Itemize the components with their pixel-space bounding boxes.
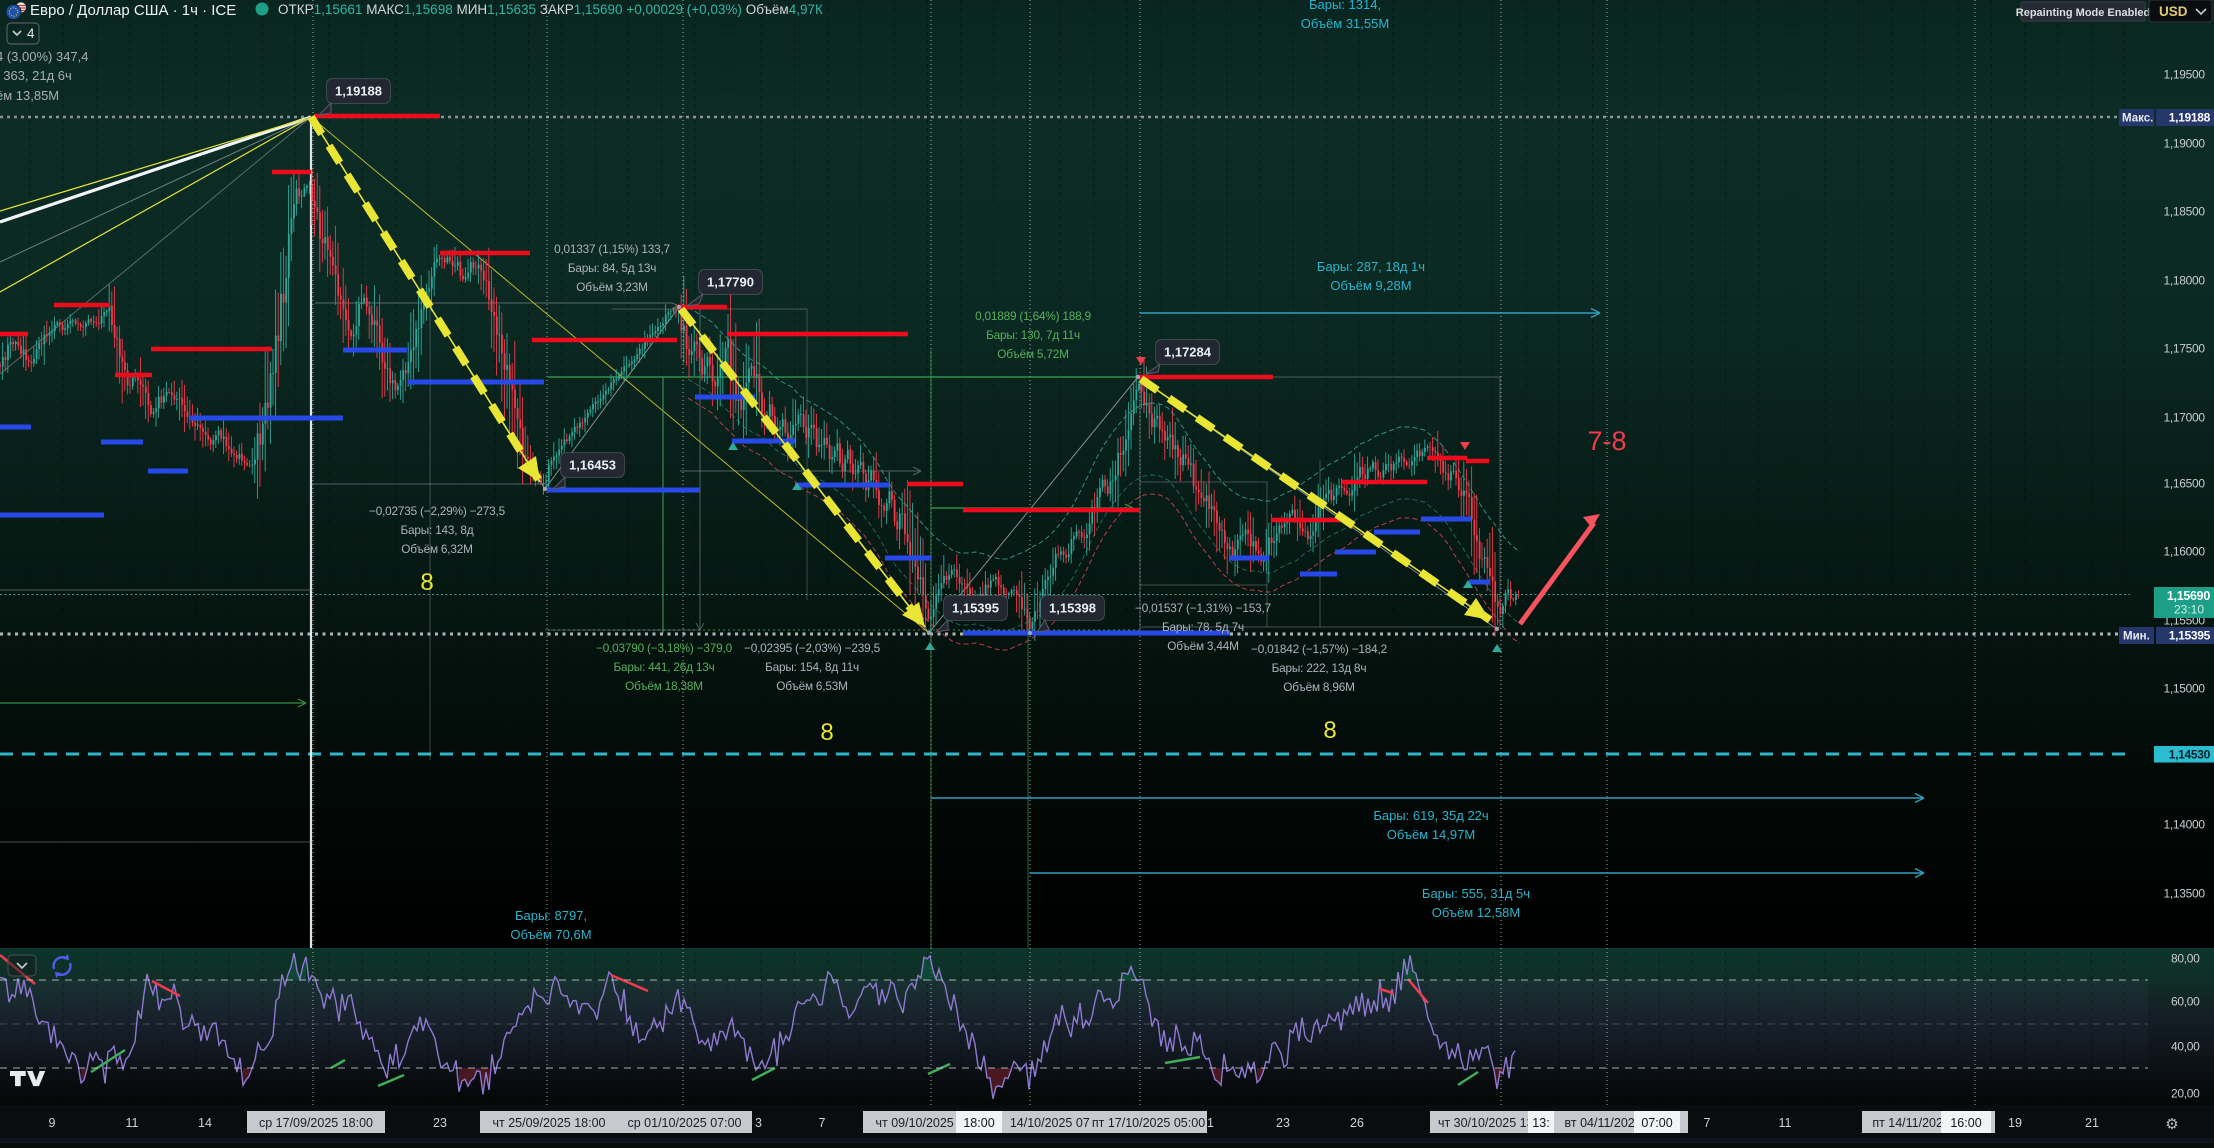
svg-text:Объём 70,6М: Объём 70,6М <box>510 927 591 942</box>
svg-text:−0,01842 (−1,57%) −184,2: −0,01842 (−1,57%) −184,2 <box>1251 642 1387 656</box>
svg-text:чт 25/09/2025 18:00: чт 25/09/2025 18:00 <box>492 1116 605 1130</box>
svg-text:Repainting Mode Enabled: Repainting Mode Enabled <box>2016 7 2150 19</box>
svg-text:1,19188: 1,19188 <box>335 84 382 99</box>
svg-text:1,16500: 1,16500 <box>2164 477 2206 491</box>
svg-text:Объём 18,38М: Объём 18,38М <box>625 679 703 693</box>
svg-text:7-8: 7-8 <box>1587 426 1626 456</box>
svg-text:1,19188: 1,19188 <box>2169 111 2211 125</box>
svg-text:Бары: 84, 5д 13ч: Бары: 84, 5д 13ч <box>568 261 656 275</box>
svg-text:Бары: 441, 26д 13ч: Бары: 441, 26д 13ч <box>613 660 714 674</box>
svg-text:11: 11 <box>1779 1116 1792 1130</box>
svg-text:чт 30/10/2025 13:: чт 30/10/2025 13: <box>1438 1116 1537 1130</box>
svg-text:−0,03790 (−3,18%) −379,0: −0,03790 (−3,18%) −379,0 <box>596 641 733 655</box>
svg-text:1,14530: 1,14530 <box>2169 748 2211 762</box>
svg-text:13:: 13: <box>1532 1116 1549 1130</box>
svg-text:пт 17/10/2025 05:00: пт 17/10/2025 05:00 <box>1092 1116 1205 1130</box>
svg-text:Бары: 154, 8д 11ч: Бары: 154, 8д 11ч <box>765 660 859 674</box>
svg-text:9: 9 <box>49 1116 56 1130</box>
svg-text:1,16000: 1,16000 <box>2164 545 2206 559</box>
svg-text:0,01889 (1,64%) 188,9: 0,01889 (1,64%) 188,9 <box>975 309 1091 323</box>
svg-text:Евро / Доллар США · 1ч · ICE: Евро / Доллар США · 1ч · ICE <box>30 2 236 19</box>
svg-text:23: 23 <box>1276 1116 1290 1130</box>
svg-text:Объём 12,58М: Объём 12,58М <box>1432 905 1520 920</box>
svg-text:Объём 5,72М: Объём 5,72М <box>997 347 1068 361</box>
svg-text:Бары: 555, 31д 5ч: Бары: 555, 31д 5ч <box>1422 886 1530 901</box>
svg-text:1,17284: 1,17284 <box>1164 345 1212 360</box>
svg-text:1,15398: 1,15398 <box>1049 601 1096 616</box>
svg-text:Объём 3,44М: Объём 3,44М <box>1167 639 1238 653</box>
svg-text:ОТКР1,15661 МАКС1,15698 МИН1: ОТКР1,15661 МАКС1,15698 МИН1,15635 ЗАКР1… <box>278 2 823 17</box>
svg-text:14/10/2025 07:0: 14/10/2025 07:0 <box>1010 1116 1100 1130</box>
svg-text:7: 7 <box>1704 1116 1711 1130</box>
svg-text:−0,02735 (−2,29%) −273,5: −0,02735 (−2,29%) −273,5 <box>369 504 506 518</box>
svg-text:Бары: 78, 5д 7ч: Бары: 78, 5д 7ч <box>1162 620 1244 634</box>
svg-text:1,15000: 1,15000 <box>2164 682 2206 696</box>
svg-text:7: 7 <box>819 1116 826 1130</box>
svg-text:11: 11 <box>126 1116 139 1130</box>
svg-text:1,13500: 1,13500 <box>2164 887 2206 901</box>
svg-text:Объём 31,55М: Объём 31,55М <box>1301 16 1389 31</box>
svg-text:1,17000: 1,17000 <box>2164 411 2206 425</box>
svg-text:4: 4 <box>27 26 35 41</box>
svg-text:ём 13,85М: ём 13,85М <box>0 88 59 103</box>
svg-text:80,00: 80,00 <box>2171 952 2200 966</box>
svg-text:26: 26 <box>1350 1116 1364 1130</box>
svg-text:21: 21 <box>2085 1116 2099 1130</box>
svg-text:Объём 14,97М: Объём 14,97М <box>1387 827 1475 842</box>
svg-text:ср 17/09/2025 18:00: ср 17/09/2025 18:00 <box>259 1116 373 1130</box>
svg-text:Объём 6,53М: Объём 6,53М <box>776 679 847 693</box>
svg-text:23:10: 23:10 <box>2174 603 2204 617</box>
svg-text:Бары: 143, 8д: Бары: 143, 8д <box>401 523 474 537</box>
svg-text:Объём 9,28М: Объём 9,28М <box>1330 278 1411 293</box>
svg-text:Бары: 1314,: Бары: 1314, <box>1309 0 1381 12</box>
svg-text:0,01337 (1,15%) 133,7: 0,01337 (1,15%) 133,7 <box>554 242 670 256</box>
svg-text:60,00: 60,00 <box>2171 995 2200 1009</box>
svg-text:1,15395: 1,15395 <box>2169 629 2211 643</box>
svg-text:Бары: 8797,: Бары: 8797, <box>515 908 587 923</box>
svg-text:8: 8 <box>1323 717 1336 744</box>
svg-text:1,15395: 1,15395 <box>952 601 999 616</box>
svg-text:Бары: 619, 35д 22ч: Бары: 619, 35д 22ч <box>1373 808 1488 823</box>
svg-text:Объём 3,23М: Объём 3,23М <box>576 280 647 294</box>
svg-text:1,16453: 1,16453 <box>569 458 616 473</box>
svg-text:Бары: 287, 18д 1ч: Бары: 287, 18д 1ч <box>1317 259 1425 274</box>
svg-text:ср 01/10/2025 07:00: ср 01/10/2025 07:00 <box>628 1116 742 1130</box>
svg-text:: 363, 21д 6ч: : 363, 21д 6ч <box>0 68 72 83</box>
svg-text:14: 14 <box>198 1116 212 1130</box>
svg-text:1,18000: 1,18000 <box>2164 274 2206 288</box>
svg-text:1,19000: 1,19000 <box>2164 137 2206 151</box>
svg-text:18:00: 18:00 <box>963 1116 994 1130</box>
svg-text:1,18500: 1,18500 <box>2164 205 2206 219</box>
svg-text:Бары: 130, 7д 11ч: Бары: 130, 7д 11ч <box>986 328 1080 342</box>
svg-text:1,14000: 1,14000 <box>2164 818 2206 832</box>
svg-text:Объём 6,32М: Объём 6,32М <box>401 542 472 556</box>
svg-text:16:00: 16:00 <box>1950 1116 1981 1130</box>
svg-text:07:00: 07:00 <box>1641 1116 1672 1130</box>
svg-text:Макс.: Макс. <box>2122 113 2153 125</box>
svg-text:1,19500: 1,19500 <box>2164 68 2206 82</box>
svg-text:⚙: ⚙ <box>2165 1116 2178 1133</box>
svg-text:23: 23 <box>433 1116 447 1130</box>
svg-text:USD: USD <box>2159 4 2188 19</box>
svg-text:3: 3 <box>755 1116 762 1130</box>
svg-text:40,00: 40,00 <box>2171 1040 2200 1054</box>
svg-text:−0,02395 (−2,03%) −239,5: −0,02395 (−2,03%) −239,5 <box>744 641 881 655</box>
svg-text:1,17500: 1,17500 <box>2164 342 2206 356</box>
svg-text:1,15690: 1,15690 <box>2167 589 2210 603</box>
svg-text:Бары: 222, 13д 8ч: Бары: 222, 13д 8ч <box>1272 661 1367 675</box>
svg-text:Объём 8,96М: Объём 8,96М <box>1283 680 1354 694</box>
svg-text:20,00: 20,00 <box>2171 1087 2200 1101</box>
svg-text:8: 8 <box>420 569 433 596</box>
svg-text:19: 19 <box>2008 1116 2022 1130</box>
svg-text:Мин.: Мин. <box>2123 631 2150 643</box>
svg-text:8: 8 <box>820 719 833 746</box>
svg-text:1,17790: 1,17790 <box>707 275 754 290</box>
svg-text:−0,01537 (−1,31%) −153,7: −0,01537 (−1,31%) −153,7 <box>1135 601 1271 615</box>
svg-text:4 (3,00%) 347,4: 4 (3,00%) 347,4 <box>0 49 89 64</box>
